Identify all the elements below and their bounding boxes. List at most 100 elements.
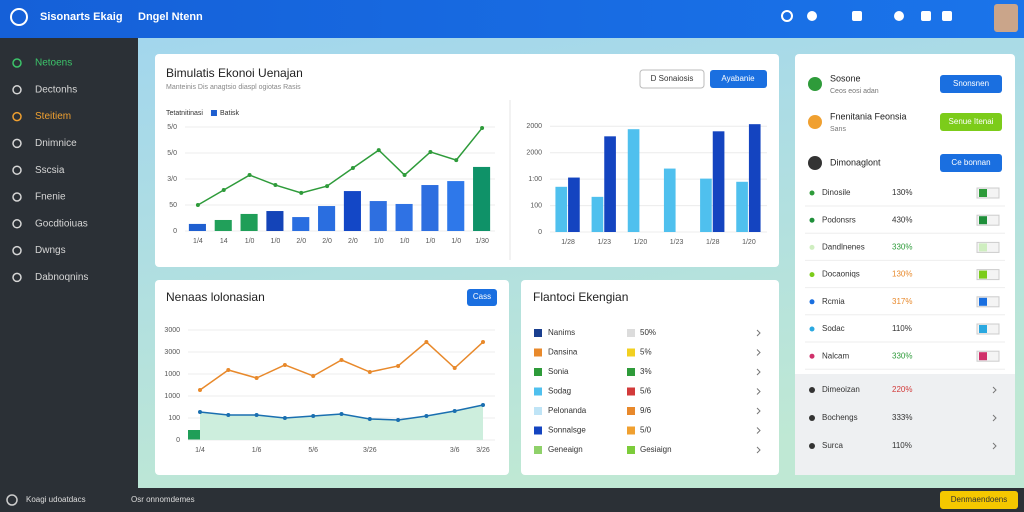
settings-icon[interactable] <box>894 11 904 21</box>
row-dot <box>809 190 815 196</box>
sidebar <box>0 38 138 488</box>
sidebar-item: Sscsia <box>35 165 65 176</box>
apps-icon[interactable] <box>942 11 952 21</box>
point <box>226 367 231 372</box>
sidebar-icon <box>12 85 22 95</box>
button[interactable] <box>940 154 1002 172</box>
brand: Sisonarts Ekaig <box>40 11 123 23</box>
card <box>155 280 509 475</box>
point <box>221 188 226 193</box>
row-name: Dandlnenes <box>822 243 865 252</box>
swatch <box>534 368 542 376</box>
x-tick-label: 1/4 <box>193 238 203 245</box>
point <box>254 413 259 418</box>
button-label: Senue Itenai <box>949 117 994 126</box>
point <box>282 416 287 420</box>
bar <box>318 206 336 231</box>
x-tick-label: 1/20 <box>634 239 648 246</box>
point <box>402 173 407 178</box>
x-tick-label: 1/0 <box>271 238 281 245</box>
chevron[interactable] <box>756 368 761 376</box>
chevron[interactable] <box>756 427 761 434</box>
bar <box>555 186 568 232</box>
x-tick-label: 1/0 <box>374 238 384 245</box>
sidebar-item: Steitiem <box>35 111 71 122</box>
x-tick-label: 1/28 <box>706 239 720 246</box>
row-box <box>976 214 1000 226</box>
point <box>480 126 485 131</box>
y-tick-label: 0 <box>176 437 180 444</box>
calendar-icon[interactable] <box>921 11 931 21</box>
row-swatch <box>979 216 987 225</box>
button[interactable] <box>940 75 1002 93</box>
sidebar-item: Fnenie <box>35 192 66 203</box>
bar <box>421 185 439 231</box>
card-title: Bimulatis Ekonoi Uenajan <box>166 66 303 80</box>
swatch <box>627 329 635 337</box>
logo <box>10 8 28 26</box>
notification-icon[interactable] <box>852 11 862 21</box>
swatch <box>534 387 542 396</box>
bar <box>214 219 232 231</box>
legend-value: 50% <box>640 328 656 337</box>
chevron[interactable] <box>992 442 997 450</box>
item-icon <box>808 156 822 170</box>
avatar[interactable] <box>994 4 1018 32</box>
user-icon[interactable] <box>807 11 817 21</box>
x-tick-label: 2/0 <box>348 238 358 245</box>
item-icon <box>808 77 822 91</box>
footer-text: Koagi udoatdacs <box>26 495 86 504</box>
button[interactable] <box>710 70 767 88</box>
y-tick-label: 1000 <box>164 393 180 400</box>
row-swatch <box>979 325 987 333</box>
panel-section <box>795 374 1015 475</box>
sidebar-icon <box>12 245 22 256</box>
bar <box>188 223 206 231</box>
swatch <box>627 368 635 376</box>
row-value: 333% <box>892 413 912 422</box>
point <box>350 165 355 170</box>
swatch <box>534 446 542 454</box>
sidebar-icon <box>12 58 22 68</box>
x-tick-label: 2/0 <box>296 238 306 245</box>
item-icon <box>808 115 822 129</box>
chevron[interactable] <box>992 414 997 422</box>
point <box>311 373 316 378</box>
y-tick-label: 2000 <box>526 150 542 157</box>
legend-name: Geneaign <box>548 445 583 454</box>
swatch <box>534 348 542 357</box>
bar <box>240 213 258 231</box>
button[interactable] <box>940 113 1002 131</box>
chevron[interactable] <box>756 446 761 454</box>
bar <box>604 136 616 232</box>
point <box>367 417 372 422</box>
point <box>481 403 485 408</box>
row-name: Podonsrs <box>822 215 856 224</box>
bar <box>266 211 284 231</box>
footer-button[interactable] <box>940 491 1018 509</box>
legend-name: Sodag <box>548 387 571 396</box>
row-dot <box>809 415 815 421</box>
point <box>195 203 200 207</box>
bar <box>292 217 310 231</box>
x-tick-label: 1/30 <box>475 238 489 245</box>
search-icon[interactable] <box>781 10 793 22</box>
chevron[interactable] <box>756 329 761 337</box>
legend-swatch <box>210 110 217 116</box>
chevron[interactable] <box>756 349 761 356</box>
chevron[interactable] <box>756 388 761 395</box>
bar <box>748 124 761 232</box>
chevron[interactable] <box>992 386 997 394</box>
button[interactable] <box>467 289 497 306</box>
y-tick-label: 0 <box>538 229 542 236</box>
area <box>200 405 483 440</box>
button[interactable] <box>639 69 705 89</box>
legend-name: Sonnalsge <box>548 426 586 435</box>
row-name: Bochengs <box>822 413 858 422</box>
row-box <box>976 350 1000 362</box>
sidebar-icon <box>12 219 22 229</box>
x-tick-label: 14 <box>220 238 228 245</box>
y-tick-label: 3000 <box>164 327 180 334</box>
row-value: 130% <box>892 188 912 197</box>
chevron[interactable] <box>756 407 761 415</box>
